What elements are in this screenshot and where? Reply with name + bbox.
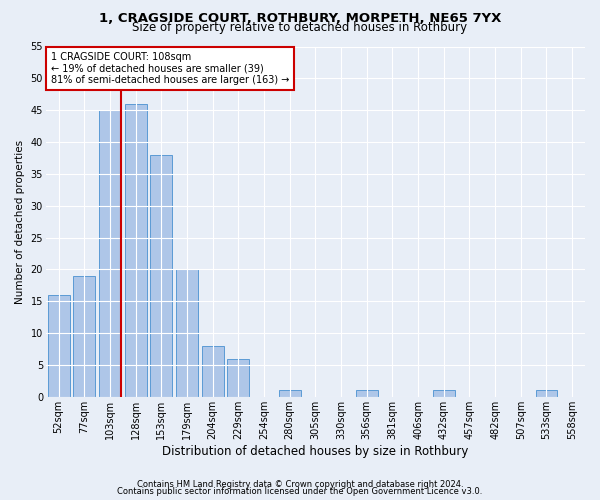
Bar xyxy=(176,270,198,397)
Bar xyxy=(356,390,377,397)
Bar xyxy=(99,110,121,397)
Text: 1, CRAGSIDE COURT, ROTHBURY, MORPETH, NE65 7YX: 1, CRAGSIDE COURT, ROTHBURY, MORPETH, NE… xyxy=(99,12,501,24)
Text: Contains HM Land Registry data © Crown copyright and database right 2024.: Contains HM Land Registry data © Crown c… xyxy=(137,480,463,489)
Bar xyxy=(227,358,250,397)
Text: 1 CRAGSIDE COURT: 108sqm
← 19% of detached houses are smaller (39)
81% of semi-d: 1 CRAGSIDE COURT: 108sqm ← 19% of detach… xyxy=(51,52,290,85)
Text: Contains public sector information licensed under the Open Government Licence v3: Contains public sector information licen… xyxy=(118,487,482,496)
Bar xyxy=(202,346,224,397)
X-axis label: Distribution of detached houses by size in Rothbury: Distribution of detached houses by size … xyxy=(162,444,469,458)
Bar xyxy=(151,155,172,397)
Bar xyxy=(48,295,70,397)
Bar xyxy=(73,276,95,397)
Bar xyxy=(279,390,301,397)
Bar xyxy=(433,390,455,397)
Bar xyxy=(125,104,146,397)
Text: Size of property relative to detached houses in Rothbury: Size of property relative to detached ho… xyxy=(133,22,467,35)
Y-axis label: Number of detached properties: Number of detached properties xyxy=(15,140,25,304)
Bar xyxy=(536,390,557,397)
